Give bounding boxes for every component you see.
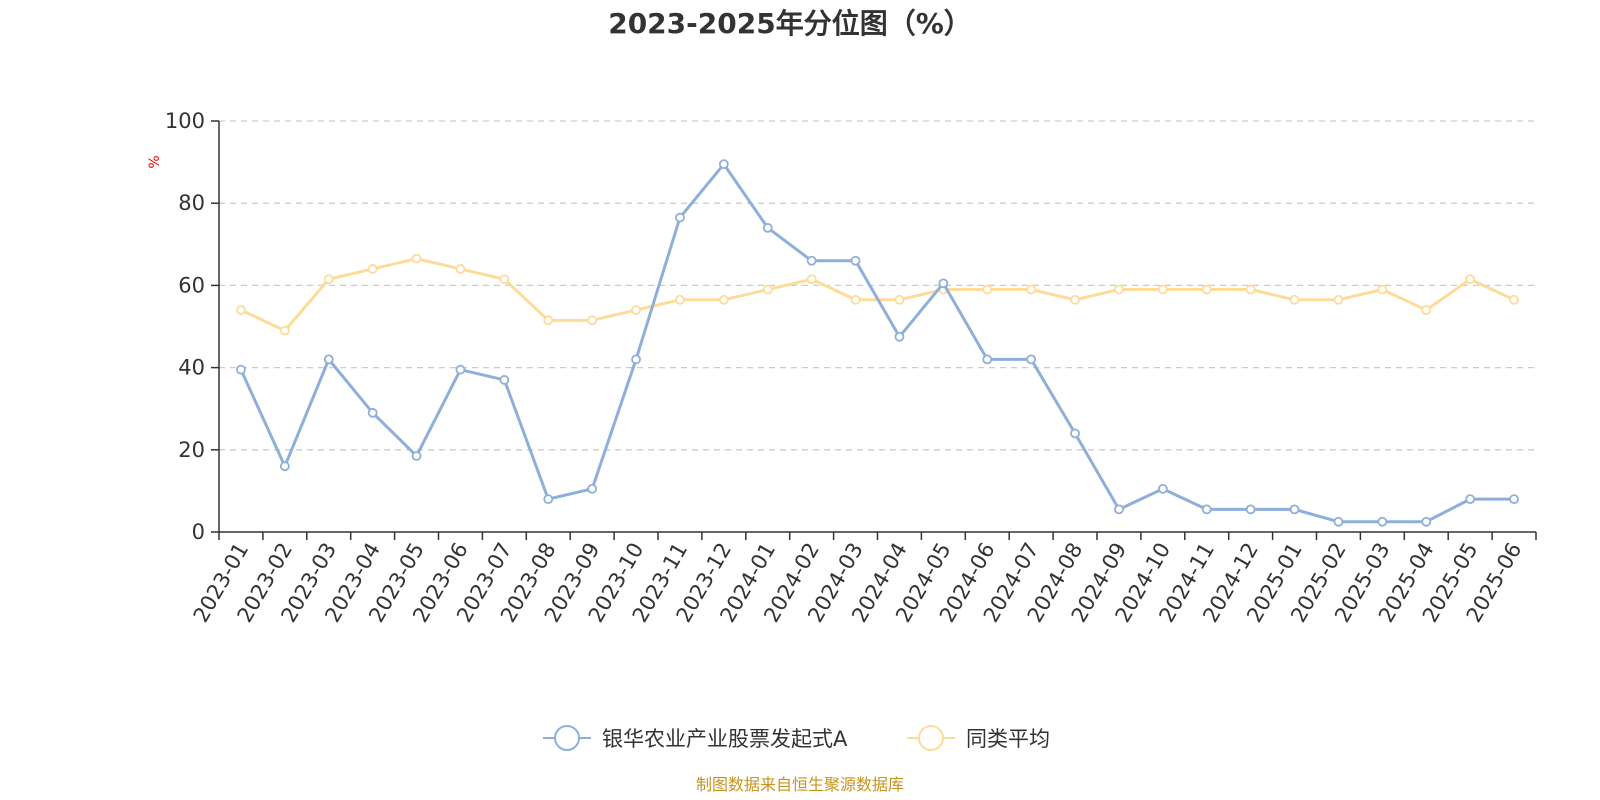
data-point[interactable] (631, 354, 641, 365)
data-point[interactable] (850, 255, 861, 266)
data-point[interactable] (279, 325, 290, 336)
data-point[interactable] (1289, 504, 1300, 515)
data-point[interactable] (1465, 494, 1476, 505)
data-point[interactable] (675, 212, 685, 223)
data-point[interactable] (982, 354, 993, 365)
data-point[interactable] (499, 274, 510, 285)
data-point[interactable] (411, 451, 422, 461)
data-source-note: 制图数据来自恒生聚源数据库 (696, 775, 904, 794)
y-tick-label: 80 (178, 191, 205, 215)
grid-lines (219, 120, 1536, 451)
data-point[interactable] (499, 375, 510, 385)
data-point[interactable] (1377, 516, 1388, 527)
data-point[interactable] (455, 364, 466, 375)
series-line (240, 257, 1515, 333)
data-point[interactable] (1465, 274, 1476, 285)
data-point[interactable] (1070, 294, 1080, 305)
data-point[interactable] (894, 294, 905, 305)
data-point[interactable] (1026, 284, 1037, 295)
data-point[interactable] (236, 364, 246, 375)
y-tick-label: 20 (178, 438, 205, 462)
data-point[interactable] (631, 305, 641, 315)
data-point[interactable] (1026, 354, 1037, 365)
data-point[interactable] (1377, 284, 1388, 295)
data-point[interactable] (279, 461, 290, 472)
series-1 (236, 253, 1519, 336)
series-line (239, 162, 1515, 524)
data-point[interactable] (718, 159, 729, 170)
data-point[interactable] (236, 305, 246, 315)
data-point[interactable] (323, 274, 334, 285)
y-axis-unit-label: % (147, 155, 163, 168)
data-point[interactable] (850, 294, 861, 305)
data-point[interactable] (543, 315, 554, 326)
legend-marker (554, 725, 580, 751)
y-tick-label: 40 (178, 356, 205, 380)
data-point[interactable] (1201, 284, 1212, 295)
data-point[interactable] (1333, 516, 1344, 527)
data-point[interactable] (1421, 516, 1432, 527)
data-point[interactable] (806, 255, 817, 266)
legend-item-0[interactable]: 银华农业产业股票发起式A (543, 725, 848, 751)
series-layer (236, 159, 1519, 527)
data-point[interactable] (1245, 504, 1256, 515)
data-point[interactable] (587, 315, 598, 326)
data-point[interactable] (1509, 494, 1519, 505)
data-point[interactable] (718, 294, 729, 305)
data-point[interactable] (1157, 284, 1168, 295)
data-point[interactable] (367, 264, 378, 274)
data-point[interactable] (806, 274, 817, 285)
data-point[interactable] (1421, 305, 1432, 315)
series-0 (236, 159, 1519, 527)
chart-title: 2023-2025年分位图（%） (608, 7, 972, 40)
data-point[interactable] (367, 407, 378, 418)
data-point[interactable] (1245, 284, 1256, 295)
data-point[interactable] (894, 331, 905, 342)
data-point[interactable] (1070, 428, 1080, 439)
y-tick-label: 0 (192, 520, 205, 544)
data-point[interactable] (675, 294, 685, 305)
data-point[interactable] (1114, 504, 1124, 515)
legend-label: 银华农业产业股票发起式A (602, 727, 848, 751)
data-point[interactable] (938, 278, 949, 289)
data-point[interactable] (762, 222, 773, 233)
legend-item-1[interactable]: 同类平均 (907, 725, 1050, 751)
data-point[interactable] (1201, 504, 1212, 515)
y-tick-label: 100 (165, 109, 205, 133)
data-point[interactable] (455, 264, 466, 274)
data-point[interactable] (1509, 294, 1519, 305)
data-point[interactable] (982, 284, 993, 295)
data-point[interactable] (1114, 284, 1124, 295)
y-tick-label: 60 (178, 273, 205, 297)
data-point[interactable] (543, 494, 554, 505)
data-point[interactable] (587, 483, 598, 494)
data-point[interactable] (323, 354, 334, 365)
legend-label: 同类平均 (966, 727, 1050, 751)
data-point[interactable] (1157, 483, 1168, 494)
data-point[interactable] (762, 284, 773, 295)
data-point[interactable] (411, 253, 422, 264)
legend[interactable]: 银华农业产业股票发起式A 同类平均 (543, 725, 1050, 751)
legend-marker (918, 725, 944, 751)
data-point[interactable] (1289, 294, 1300, 305)
data-point[interactable] (1333, 294, 1344, 305)
